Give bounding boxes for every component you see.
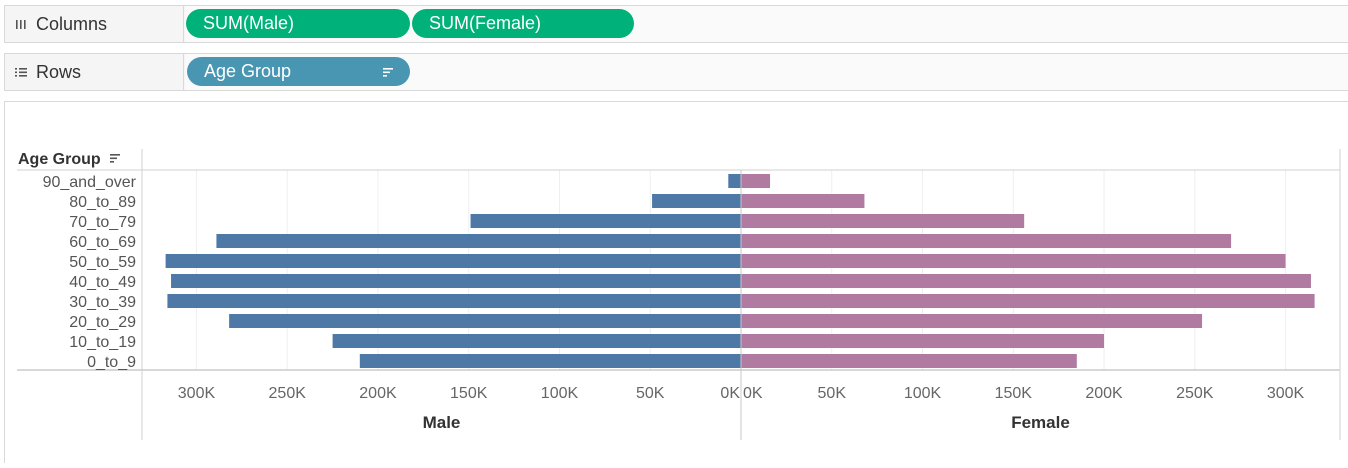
tick-female-0: 0K: [743, 385, 763, 402]
rows-drop-area[interactable]: Age Group: [185, 54, 1348, 90]
category-label-10_to_19[interactable]: 10_to_19: [69, 334, 136, 351]
category-label-80_to_89[interactable]: 80_to_89: [69, 194, 136, 211]
bar-male-30_to_39[interactable]: [167, 294, 742, 308]
bar-male-40_to_49[interactable]: [171, 274, 741, 288]
category-label-90_and_over[interactable]: 90_and_over: [43, 174, 137, 191]
bar-female-90_and_over[interactable]: [741, 174, 771, 188]
category-label-70_to_79[interactable]: 70_to_79: [69, 214, 136, 231]
columns-shelf: Columns SUM(Male) SUM(Female): [4, 5, 1348, 43]
tick-female-2: 100K: [904, 385, 942, 402]
tick-male-1: 250K: [269, 385, 307, 402]
axis-titles: Male Female: [423, 413, 1070, 432]
sum-female-pill-label: SUM(Female): [429, 13, 542, 33]
bar-female-30_to_39[interactable]: [741, 294, 1315, 308]
age-group-pill-label: Age Group: [204, 61, 292, 81]
axis-title-female[interactable]: Female: [1011, 413, 1070, 432]
tick-female-5: 250K: [1176, 385, 1214, 402]
category-label-0_to_9[interactable]: 0_to_9: [87, 354, 136, 371]
bar-female-0_to_9[interactable]: [741, 354, 1077, 368]
category-label-30_to_39[interactable]: 30_to_39: [69, 294, 136, 311]
tick-male-3: 150K: [450, 385, 488, 402]
bars: [165, 174, 1315, 368]
category-label-40_to_49[interactable]: 40_to_49: [69, 274, 136, 291]
population-pyramid-chart: Age Group 90_and_over 80_to_89 70_to_79 60_…: [17, 149, 1341, 440]
tick-male-0: 300K: [178, 385, 216, 402]
category-labels: 90_and_over 80_to_89 70_to_79 60_to_69 50_to…: [43, 174, 137, 371]
category-label-60_to_69[interactable]: 60_to_69: [69, 234, 136, 251]
tick-male-6: 0K: [720, 385, 740, 402]
tick-male-2: 200K: [359, 385, 397, 402]
category-label-50_to_59[interactable]: 50_to_59: [69, 254, 136, 271]
tick-female-1: 50K: [818, 385, 847, 402]
row-header: Age Group: [18, 151, 120, 168]
bar-male-10_to_19[interactable]: [332, 334, 741, 348]
rows-shelf-label: Rows: [5, 54, 184, 90]
sum-male-pill[interactable]: SUM(Male): [186, 9, 410, 38]
chart-frame: [17, 149, 1341, 440]
bar-male-70_to_79[interactable]: [470, 214, 741, 228]
bar-male-80_to_89[interactable]: [652, 194, 741, 208]
bar-female-10_to_19[interactable]: [741, 334, 1105, 348]
category-label-20_to_29[interactable]: 20_to_29: [69, 314, 136, 331]
columns-icon: [16, 20, 26, 29]
chart-view: Age Group 90_and_over 80_to_89 70_to_79 60_…: [4, 101, 1348, 463]
rows-label: Rows: [36, 61, 82, 82]
bar-male-90_and_over[interactable]: [728, 174, 741, 188]
tick-male-4: 100K: [541, 385, 579, 402]
bar-female-80_to_89[interactable]: [741, 194, 865, 208]
age-group-pill[interactable]: Age Group: [187, 57, 410, 86]
rows-icon: [15, 68, 27, 77]
bar-female-20_to_29[interactable]: [741, 314, 1203, 328]
bar-female-40_to_49[interactable]: [741, 274, 1311, 288]
bar-male-50_to_59[interactable]: [165, 254, 741, 268]
columns-shelf-label: Columns: [5, 6, 184, 42]
columns-drop-area[interactable]: SUM(Male) SUM(Female): [185, 6, 1348, 42]
bar-female-70_to_79[interactable]: [741, 214, 1025, 228]
gridlines: [195, 170, 1287, 370]
bar-male-0_to_9[interactable]: [359, 354, 741, 368]
tick-female-6: 300K: [1267, 385, 1305, 402]
tick-female-3: 150K: [995, 385, 1033, 402]
bar-male-60_to_69[interactable]: [216, 234, 742, 248]
bar-male-20_to_29[interactable]: [229, 314, 742, 328]
sum-male-pill-label: SUM(Male): [203, 13, 295, 33]
sort-icon[interactable]: [110, 154, 120, 163]
axis-title-male[interactable]: Male: [423, 413, 461, 432]
row-header-title[interactable]: Age Group: [18, 151, 101, 168]
tick-male-5: 50K: [636, 385, 665, 402]
sort-icon[interactable]: [383, 67, 394, 77]
columns-label: Columns: [36, 13, 108, 34]
tick-female-4: 200K: [1085, 385, 1123, 402]
bar-female-50_to_59[interactable]: [741, 254, 1286, 268]
rows-shelf: Rows Age Group: [4, 53, 1348, 91]
sum-female-pill[interactable]: SUM(Female): [412, 9, 634, 38]
axis-ticks: 300K 250K 200K 150K 100K 50K 0K 0K 50K 100K 150K 20…: [178, 385, 1305, 402]
bar-female-60_to_69[interactable]: [741, 234, 1232, 248]
